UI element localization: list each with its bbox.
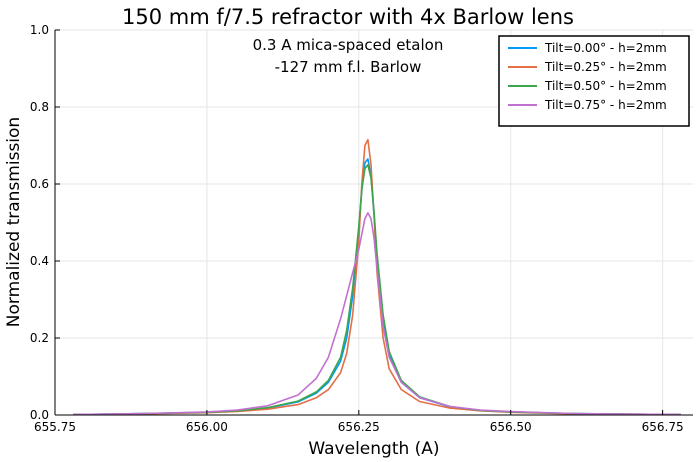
y-tick-label: 1.0	[30, 23, 49, 37]
y-tick-label: 0.2	[30, 331, 49, 345]
annotation-barlow: -127 mm f.l. Barlow	[275, 58, 422, 76]
chart-title: 150 mm f/7.5 refractor with 4x Barlow le…	[122, 5, 574, 29]
series-line-3	[73, 212, 681, 416]
y-tick-label: 0.8	[30, 100, 49, 114]
series-line-1	[73, 138, 681, 416]
y-tick-label: 0.6	[30, 177, 49, 191]
legend-entry-label: Tilt=0.75° - h=2mm	[544, 98, 667, 112]
legend: Tilt=0.00° - h=2mm Tilt=0.25° - h=2mm Tilt…	[498, 35, 690, 127]
legend-entry-label: Tilt=0.00° - h=2mm	[544, 41, 667, 55]
x-tick-label: 656.00	[186, 420, 228, 434]
x-tick-labels: 655.75 656.00 656.25 656.50 656.75	[34, 410, 684, 434]
y-axis-label: Normalized transmission	[4, 117, 24, 327]
legend-box	[498, 35, 690, 127]
x-tick-label: 656.50	[490, 420, 532, 434]
x-tick-label: 655.75	[34, 420, 76, 434]
legend-entry-label: Tilt=0.25° - h=2mm	[544, 60, 667, 74]
legend-entry-label: Tilt=0.50° - h=2mm	[544, 79, 667, 93]
x-tick-label: 656.25	[338, 420, 380, 434]
y-tick-label: 0.0	[30, 408, 49, 422]
series-lines	[73, 138, 681, 416]
x-tick-label: 656.75	[642, 420, 684, 434]
axes	[54, 30, 693, 416]
y-tick-labels: 0.0 0.2 0.4 0.6 0.8 1.0	[30, 23, 60, 422]
annotation-etalon: 0.3 A mica-spaced etalon	[253, 36, 444, 54]
x-axis-label: Wavelength (A)	[308, 439, 439, 459]
y-tick-label: 0.4	[30, 254, 49, 268]
